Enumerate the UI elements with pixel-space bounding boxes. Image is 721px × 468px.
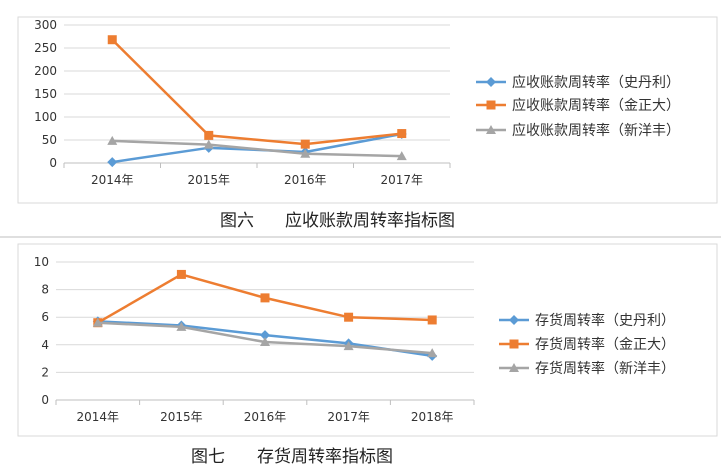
chart2-y-tick-label: 2 [41,365,49,379]
chart1-x-tick-label: 2015年 [187,173,230,187]
chart1-series-2-point [107,35,117,45]
chart1-series-3-point [396,151,407,161]
chart1-series-3-point [300,148,311,158]
chart2-caption-text: 存货周转率指标图 [257,447,393,467]
chart1-series-3-point [203,139,214,149]
chart2-legend-1-marker [509,315,519,325]
chart1-y-tick-label: 200 [34,64,57,78]
chart1-series-3-point [107,135,118,145]
chart1-legend-2-label: 应收账款周转率（金正大） [512,97,680,114]
chart1-legend-2-marker [486,100,496,110]
chart2-legend-3-label: 存货周转率（新洋丰） [535,360,675,377]
chart2-x-tick-label: 2018年 [411,410,454,424]
chart2-series-3-point [427,348,438,358]
chart1-x-tick-label: 2016年 [284,173,327,187]
chart1-x-tick-label: 2017年 [380,173,423,187]
chart2-legend-3-marker [509,363,519,372]
chart1-series-2-point [397,129,407,139]
chart2-legend-1-label: 存货周转率（史丹利） [535,312,675,329]
chart2-series-3-point [176,321,187,331]
chart1-legend-1-marker [486,77,496,87]
chart1-series-2-point [300,139,310,149]
chart1-y-tick-label: 100 [34,110,57,124]
chart1-series-2-line [111,38,402,146]
chart1-legend-3-marker [486,125,496,134]
chart2-y-tick-label: 4 [41,338,49,352]
chart2-y-tick-label: 6 [41,310,49,324]
chart1-series-1-point [107,157,118,168]
chart2-series-2-point [176,269,186,279]
chart2-series-3-point [260,337,270,347]
chart1-y-tick-label: 300 [34,18,57,32]
chart2-series-2-point [344,312,354,322]
chart2-series-3-point [343,341,354,351]
chart1-frame [17,16,718,204]
chart2-caption-number: 图七 [191,447,225,467]
chart1-y-tick-label: 250 [34,41,57,55]
chart2-series-2-point [260,293,270,303]
chart1-caption-text: 应收账款周转率指标图 [285,211,455,231]
chart2-x-tick-label: 2017年 [327,410,370,424]
chart2-y-tick-label: 0 [41,393,49,407]
chart2-y-tick-label: 8 [41,283,49,297]
chart2-y-tick-label: 10 [34,255,49,269]
chart2-x-tick-label: 2014年 [77,410,120,424]
chart1-y-tick-label: 0 [49,156,57,170]
chart1-caption-number: 图六 [220,211,254,231]
chart1-legend-1-label: 应收账款周转率（史丹利） [512,74,680,91]
chart1: 0 50 100 150 200 250 300 2014年 2015年 2016年 2017年 应收… [34,18,680,187]
chart2-x-tick-label: 2016年 [244,410,287,424]
chart2-legend-2-label: 存货周转率（金正大） [535,336,675,353]
chart1-y-tick-label: 50 [42,133,57,147]
chart2-legend-2-marker [509,339,519,349]
chart1-y-tick-label: 150 [34,87,57,101]
chart1-x-tick-label: 2014年 [91,173,134,187]
chart1-series-3-line [112,139,402,158]
chart1-legend-3-label: 应收账款周转率（新洋丰） [512,122,680,139]
chart2-x-tick-label: 2015年 [160,410,203,424]
chart2-series-2-point [427,315,437,325]
chart2-frame [17,243,718,437]
chart1-series-2-point [204,130,214,140]
chart2-series-1-point [260,330,270,341]
chart2: 0 2 4 6 8 10 2014年 2015年 2016年 2017年 2018年 存货周转率（史丹… [34,255,675,424]
chart2-series-3-point [92,317,103,327]
